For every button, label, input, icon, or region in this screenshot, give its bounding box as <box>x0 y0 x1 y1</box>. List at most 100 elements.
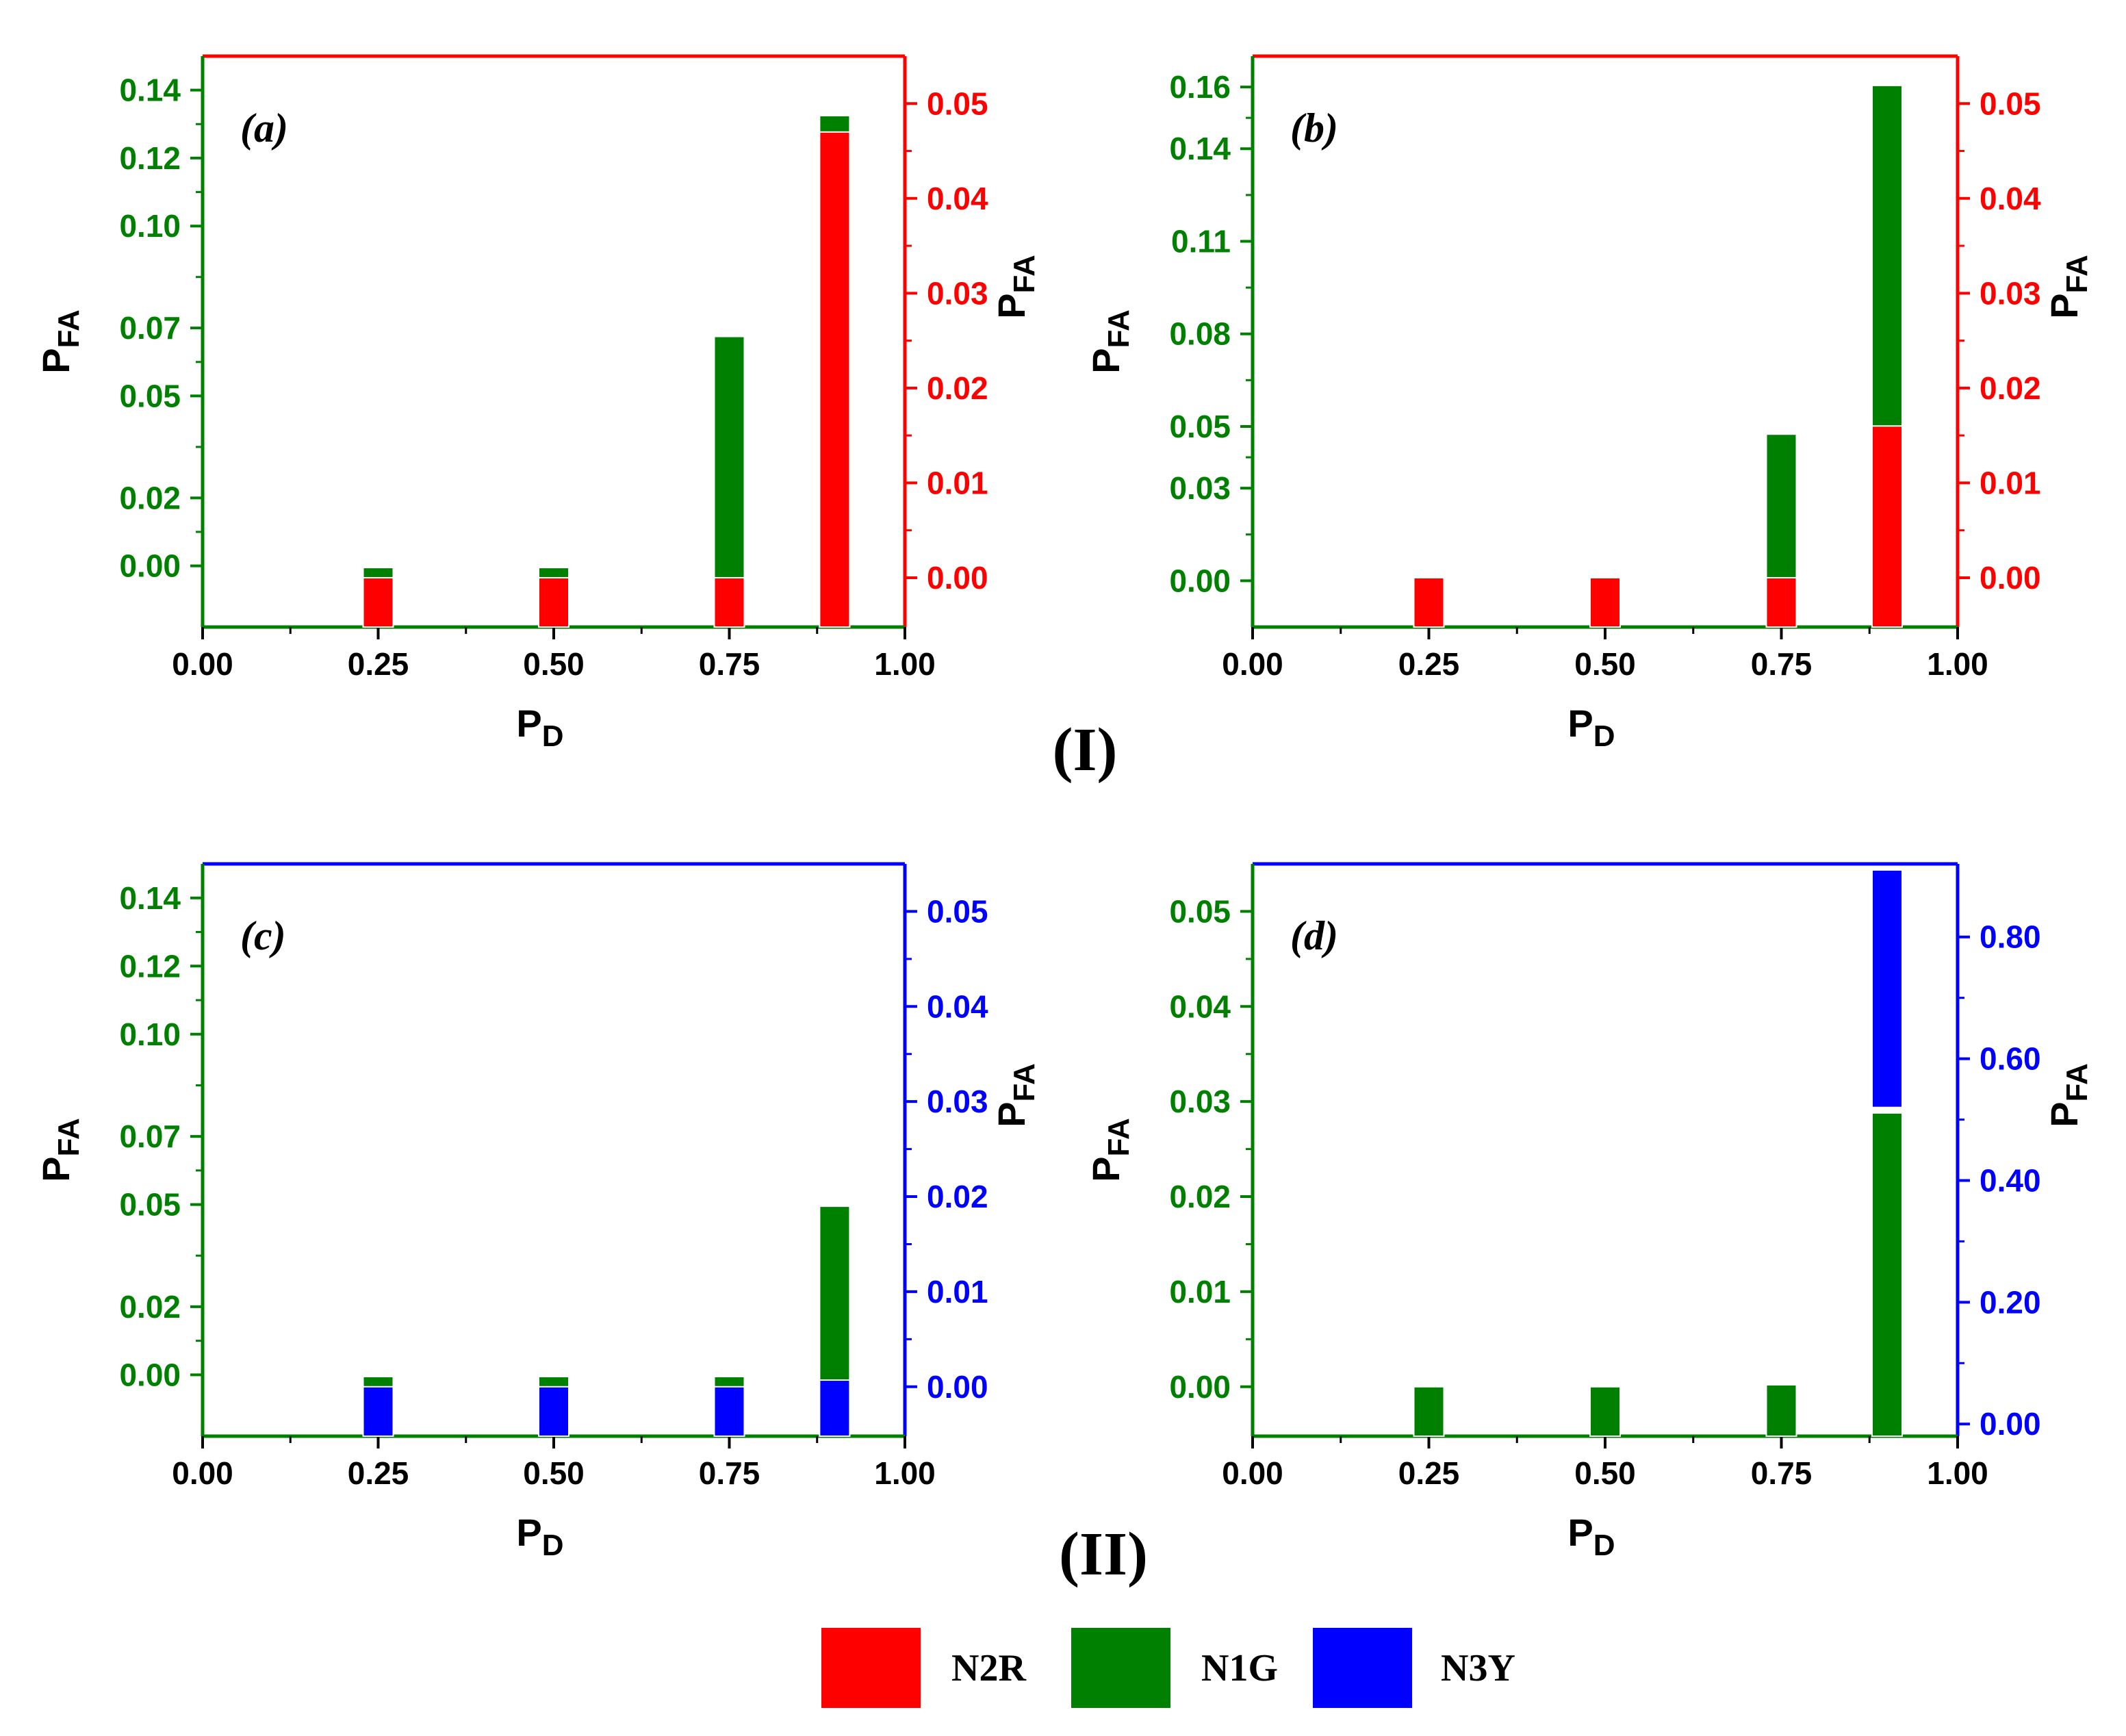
bar-n2r-0.5 <box>538 576 569 628</box>
chart-panel-c: 0.00 0.25 0.50 0.75 1.00 PD 0.00 0.02 0.05 0.07 0.… <box>34 862 1041 1562</box>
bar-n2r-0.5 <box>1589 576 1621 628</box>
x-tick-label: 0.00 <box>172 1455 233 1491</box>
y-right-tick-label: 0.01 <box>927 1274 988 1310</box>
bar-n2r-0.75 <box>1765 576 1797 628</box>
y-right-tick-label: 0.04 <box>927 181 988 216</box>
y-left-tick-label: 0.02 <box>119 1289 181 1325</box>
bar-n2r-0.9 <box>819 131 851 628</box>
panels-group: 0.00 0.25 0.50 0.75 1.00 PD 0.00 0.02 0.05 0.07 0.… <box>34 54 2094 1562</box>
chart-panel-d: 0.00 0.25 0.50 0.75 1.00 PD 0.00 0.01 0.02 0.03 0.… <box>1084 862 2094 1562</box>
y-right-axis-title: PFA <box>2042 1063 2094 1127</box>
y-left-tick-label: 0.14 <box>119 880 181 916</box>
x-tick-label: 1.00 <box>1927 646 1988 682</box>
y-left-tick-label: 0.05 <box>119 1187 181 1223</box>
chart-panel-a: 0.00 0.25 0.50 0.75 1.00 PD 0.00 0.02 0.05 0.07 0.… <box>34 54 1041 753</box>
x-tick-label: 0.00 <box>1222 1455 1283 1491</box>
chart-panel-b: 0.00 0.25 0.50 0.75 1.00 PD 0.00 0.03 0.05 0.08 0.… <box>1084 54 2094 753</box>
y-left-tick-label: 0.02 <box>119 480 181 515</box>
x-tick-label: 1.00 <box>874 646 936 682</box>
legend-swatch-n3y <box>1313 1628 1412 1708</box>
bar-n1g-0.5 <box>1589 1386 1621 1437</box>
y-right-tick-label: 0.05 <box>1980 86 2041 121</box>
x-tick-label: 0.50 <box>523 1455 585 1491</box>
bar-n1g-0.25 <box>1413 1386 1445 1437</box>
panel-label-b: (b) <box>1290 105 1338 151</box>
y-left-tick-label: 0.12 <box>119 140 181 176</box>
x-tick-label: 0.00 <box>172 646 233 682</box>
legend-label-n2r: N2R <box>951 1647 1026 1689</box>
y-right-tick-label: 0.03 <box>927 1084 988 1119</box>
x-axis-title: PD <box>1567 702 1615 753</box>
y-right-tick-label: 0.40 <box>1980 1162 2041 1198</box>
x-axis-title: PD <box>516 1511 563 1562</box>
legend-swatch-n2r <box>821 1628 921 1708</box>
bar-n3y-0.5 <box>538 1386 569 1437</box>
y-right-tick-label: 0.60 <box>1980 1041 2041 1077</box>
y-left-tick-label: 0.03 <box>1169 1084 1231 1119</box>
y-right-tick-label: 0.02 <box>927 1179 988 1214</box>
group-label-II: (II) <box>1059 1520 1148 1588</box>
y-right-tick-label: 0.03 <box>1980 275 2041 311</box>
bar-n2r-0.9 <box>1871 425 1903 628</box>
bar-n2r-0.25 <box>1413 576 1445 628</box>
legend-label-n3y: N3Y <box>1441 1647 1515 1689</box>
x-tick-label: 0.75 <box>699 1455 760 1491</box>
y-left-axis-title: PFA <box>34 1118 86 1182</box>
y-right-tick-label: 0.00 <box>1980 1406 2041 1442</box>
legend-swatch-n1g <box>1071 1628 1170 1708</box>
y-right-tick-label: 0.01 <box>1980 465 2041 500</box>
y-left-tick-label: 0.05 <box>119 378 181 413</box>
bar-n3y-0.75 <box>713 1386 745 1437</box>
x-axis-title: PD <box>516 702 563 753</box>
y-right-tick-label: 0.01 <box>927 465 988 500</box>
y-left-tick-label: 0.16 <box>1169 69 1231 105</box>
y-left-tick-label: 0.14 <box>119 73 181 108</box>
panel-label-d: (d) <box>1290 913 1338 958</box>
y-left-tick-label: 0.10 <box>119 208 181 244</box>
y-left-tick-label: 0.00 <box>1169 563 1231 598</box>
x-tick-label: 0.00 <box>1222 646 1283 682</box>
x-axis-title: PD <box>1567 1511 1615 1562</box>
y-right-axis-title: PFA <box>990 1063 1041 1127</box>
y-left-tick-label: 0.07 <box>119 1119 181 1154</box>
group-label-I: (I) <box>1053 716 1118 784</box>
bar-n3y-0.9 <box>1871 869 1903 1108</box>
bar-n3y-0.9 <box>819 1379 851 1437</box>
y-left-tick-label: 0.01 <box>1169 1274 1231 1310</box>
bar-n2r-0.75 <box>713 576 745 628</box>
x-tick-label: 0.75 <box>1751 1455 1813 1491</box>
y-left-tick-label: 0.10 <box>119 1017 181 1052</box>
y-left-axis-title: PFA <box>1084 1118 1136 1182</box>
y-right-tick-label: 0.02 <box>1980 370 2041 406</box>
x-tick-label: 0.50 <box>1574 1455 1636 1491</box>
y-left-tick-label: 0.02 <box>1169 1179 1231 1214</box>
panel-label-c: (c) <box>240 913 286 958</box>
y-right-axis-title: PFA <box>990 255 1041 319</box>
y-left-tick-label: 0.03 <box>1169 470 1231 506</box>
bar-n3y-0.25 <box>362 1386 394 1437</box>
legend: N2R N1G N3Y <box>821 1628 1515 1708</box>
y-left-tick-label: 0.07 <box>119 310 181 346</box>
x-tick-label: 0.50 <box>1574 646 1636 682</box>
bar-n1g-0.9 <box>1871 1112 1903 1438</box>
legend-label-n1g: N1G <box>1201 1647 1278 1689</box>
y-left-tick-label: 0.08 <box>1169 316 1231 352</box>
x-tick-label: 0.50 <box>523 646 585 682</box>
x-tick-label: 0.25 <box>1398 646 1460 682</box>
y-left-tick-label: 0.12 <box>119 948 181 984</box>
y-right-tick-label: 0.20 <box>1980 1284 2041 1320</box>
y-left-tick-label: 0.05 <box>1169 409 1231 444</box>
y-left-tick-label: 0.00 <box>119 548 181 584</box>
y-right-tick-label: 0.80 <box>1980 919 2041 955</box>
y-right-tick-label: 0.02 <box>927 370 988 406</box>
y-left-tick-label: 0.14 <box>1169 131 1231 166</box>
y-right-tick-label: 0.04 <box>927 988 988 1024</box>
x-tick-label: 1.00 <box>1927 1455 1988 1491</box>
x-tick-label: 0.75 <box>699 646 760 682</box>
y-left-tick-label: 0.00 <box>1169 1369 1231 1405</box>
y-left-tick-label: 0.04 <box>1169 988 1231 1024</box>
y-left-tick-label: 0.11 <box>1171 223 1231 259</box>
x-tick-label: 0.25 <box>348 1455 409 1491</box>
y-right-tick-label: 0.03 <box>927 275 988 311</box>
y-left-tick-label: 0.00 <box>119 1357 181 1392</box>
